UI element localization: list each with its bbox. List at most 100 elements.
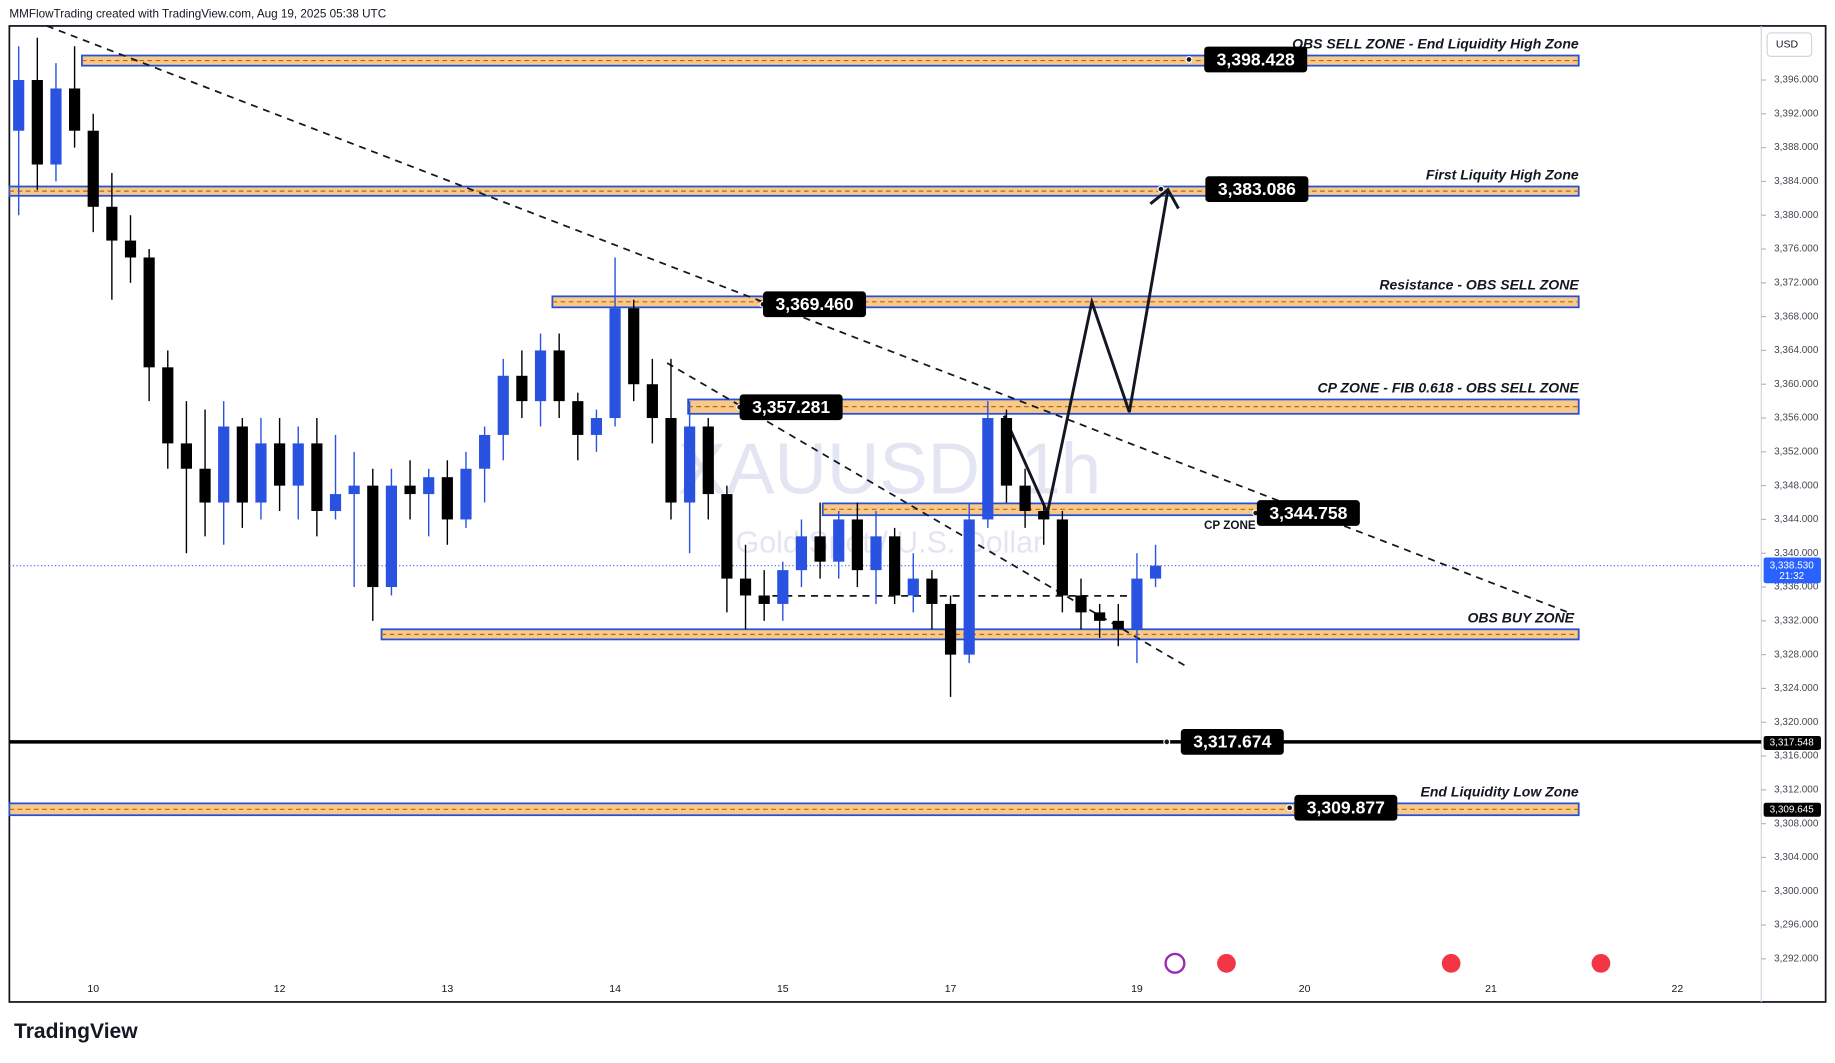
y-tick-label: 3,292.000 [1774, 953, 1819, 964]
zone-label: Resistance - OBS SELL ZONE [1379, 277, 1579, 293]
candle-body [795, 536, 808, 571]
y-tick-label: 3,312.000 [1774, 784, 1819, 795]
price-dot [1185, 55, 1193, 64]
candle-body [1000, 418, 1013, 486]
candle-body [684, 426, 696, 503]
brand: TradingView [14, 1020, 138, 1043]
x-tick-label: 15 [777, 983, 789, 995]
price-box-label: 3,317.674 [1193, 732, 1271, 752]
y-tick-label: 3,368.000 [1774, 311, 1819, 322]
candle-body [124, 240, 137, 258]
caption: MMFlowTrading created with TradingView.c… [9, 7, 386, 20]
candle-body [311, 443, 323, 511]
axis-marker-label: 3,309.645 [1770, 804, 1815, 815]
chart-frame [8, 25, 1827, 1003]
price-box [1205, 176, 1309, 203]
candle-body [143, 257, 155, 368]
candle-body [423, 477, 435, 495]
candle-body [739, 578, 752, 596]
y-tick-label: 3,372.000 [1774, 277, 1819, 288]
y-tick-label: 3,332.000 [1774, 615, 1819, 626]
candle-body [199, 468, 211, 503]
price-dot [1286, 804, 1294, 812]
candle-body [963, 519, 975, 655]
candle-body [329, 494, 342, 511]
zone-label: End Liquidity Low Zone [1420, 784, 1578, 800]
candle-body [441, 477, 453, 520]
candle-body [982, 418, 994, 520]
zone [8, 185, 1580, 197]
y-tick-label: 3,356.000 [1774, 413, 1819, 424]
candle-body [1149, 565, 1162, 579]
event-icon [1164, 952, 1186, 974]
y-tick-label: 3,340.000 [1774, 548, 1819, 559]
x-tick-label: 21 [1485, 983, 1497, 995]
candle-body [851, 519, 863, 571]
price-box [1294, 794, 1398, 821]
projection-path [1002, 189, 1170, 518]
candle-body [777, 570, 789, 604]
candle-body [1112, 620, 1124, 630]
candle-body [236, 426, 248, 503]
candles [13, 37, 1162, 697]
currency: USD [1776, 38, 1799, 50]
candle-body [590, 418, 603, 435]
candle-body [69, 88, 81, 131]
y-tick-label: 3,360.000 [1774, 379, 1819, 390]
candle-body [292, 443, 304, 486]
zone-label: First Liquity High Zone [1426, 167, 1579, 183]
candle-body [1056, 519, 1068, 596]
x-tick-label: 13 [441, 983, 453, 995]
y-tick-label: 3,324.000 [1774, 683, 1819, 694]
y-tick-label: 3,392.000 [1774, 108, 1819, 119]
candle-body [1094, 612, 1106, 621]
candle-body [553, 350, 565, 402]
y-tick-label: 3,308.000 [1774, 818, 1819, 829]
y-tick-label: 3,296.000 [1774, 920, 1819, 931]
y-tick-label: 3,364.000 [1774, 345, 1819, 356]
currency-box [1766, 32, 1813, 57]
axis-marker-label: 3,317.548 [1770, 738, 1815, 749]
y-tick-label: 3,300.000 [1774, 886, 1819, 897]
zone-label: CP ZONE [1204, 519, 1256, 532]
y-tick-label: 3,336.000 [1774, 582, 1819, 593]
candle-body [348, 485, 360, 495]
candle-body [870, 536, 882, 571]
candle-body [889, 536, 901, 596]
zone-label: CP ZONE - FIB 0.618 - OBS SELL ZONE [1318, 380, 1580, 396]
price-box [1204, 46, 1308, 73]
candle-body [274, 443, 286, 486]
candle-body [31, 80, 43, 165]
y-tick-label: 3,328.000 [1774, 649, 1819, 660]
candle-body [758, 595, 770, 604]
y-tick-label: 3,388.000 [1774, 142, 1819, 153]
labels: 3,292.000 3,296.000 3,300.000 3,304.000 3,30… [87, 36, 1821, 995]
candle-body [814, 536, 826, 562]
zones [8, 54, 1762, 817]
zone-label: OBS BUY ZONE [1467, 609, 1574, 625]
x-tick-label: 20 [1299, 983, 1311, 995]
event-icons [1164, 952, 1611, 974]
x-tick-label: 17 [945, 983, 957, 995]
candle-body [1038, 510, 1050, 520]
axis-marker-badge [1763, 735, 1821, 750]
candle-body [367, 485, 379, 588]
price-dot [1157, 185, 1165, 193]
candle-body [534, 350, 547, 402]
candle-body [1131, 578, 1143, 630]
candle-body [180, 443, 193, 469]
candle-body [1019, 485, 1031, 511]
event-icon [1591, 953, 1611, 973]
candle-body [218, 426, 230, 503]
price-box [739, 394, 843, 421]
y-tick-label: 3,320.000 [1774, 717, 1819, 728]
price-box-label: 3,369.460 [775, 294, 853, 314]
candle-body [516, 375, 528, 402]
y-tick-label: 3,348.000 [1774, 480, 1819, 491]
candle-body [721, 494, 733, 579]
candle-body [404, 485, 416, 495]
price-box-label: 3,398.428 [1217, 49, 1295, 69]
candle-body [106, 206, 118, 241]
